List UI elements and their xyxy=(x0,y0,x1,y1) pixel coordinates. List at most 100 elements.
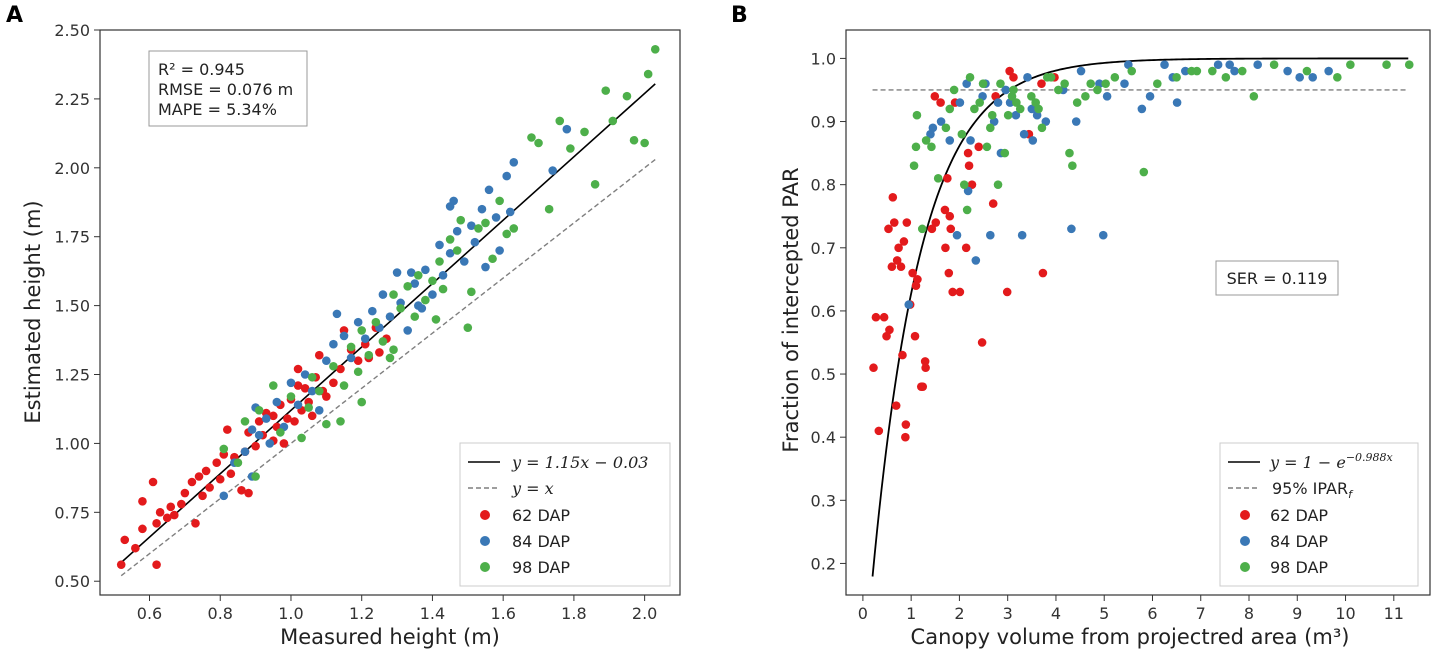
point-98dap xyxy=(336,417,345,426)
point-98dap xyxy=(502,229,512,239)
point-84dap xyxy=(1160,60,1169,70)
panel-b-x-tick-label: 11 xyxy=(1384,604,1404,623)
point-62dap xyxy=(131,543,140,553)
legend-threshold-label: 95% IPARf xyxy=(1272,479,1354,501)
point-98dap xyxy=(1153,79,1162,88)
point-98dap xyxy=(1003,110,1013,120)
panel-a-y-tick-label: 1.75 xyxy=(54,228,90,247)
point-98dap xyxy=(590,180,600,189)
point-98dap xyxy=(481,218,490,228)
point-84dap xyxy=(1324,66,1333,76)
point-62dap xyxy=(116,560,126,569)
panel-a-y-tick-label: 1.00 xyxy=(54,434,90,453)
point-84dap xyxy=(955,98,965,107)
panel-a-x-tick-label: 2.0 xyxy=(632,604,657,623)
point-84dap xyxy=(928,123,938,133)
legend-label-84dap: 84 DAP xyxy=(512,532,570,551)
point-84dap xyxy=(1041,117,1051,126)
point-84dap xyxy=(1180,66,1190,76)
point-98dap xyxy=(622,91,632,101)
point-84dap xyxy=(452,226,462,236)
point-98dap xyxy=(1065,148,1074,158)
point-84dap xyxy=(247,425,257,434)
exponential-fit-curve xyxy=(871,57,1409,577)
point-98dap xyxy=(1139,167,1149,177)
point-62dap xyxy=(884,224,893,234)
point-98dap xyxy=(389,290,398,299)
point-98dap xyxy=(927,142,936,152)
point-98dap xyxy=(608,116,618,126)
point-62dap xyxy=(138,496,147,506)
point-62dap xyxy=(908,268,917,278)
point-84dap xyxy=(421,265,430,275)
panel-b-x-tick-label: 1 xyxy=(906,604,916,623)
point-98dap xyxy=(970,104,979,114)
point-62dap xyxy=(1037,79,1046,88)
point-62dap xyxy=(918,382,928,391)
point-62dap xyxy=(307,411,317,421)
panel-b-y-tick-label: 0.8 xyxy=(811,176,836,195)
point-62dap xyxy=(201,466,211,476)
panel-b-x-tick-label: 6 xyxy=(1147,604,1157,623)
panel-b: B 0 1 2 3 4 5 6 7 8 9 10 11 0.20.30.40.50.60.70.80.… xyxy=(731,3,1431,649)
point-98dap xyxy=(1000,148,1010,158)
point-84dap xyxy=(1028,136,1038,145)
point-84dap xyxy=(445,248,455,258)
point-84dap xyxy=(1124,60,1133,70)
point-98dap xyxy=(233,458,243,468)
point-84dap xyxy=(307,386,317,396)
point-62dap xyxy=(871,312,881,322)
point-98dap xyxy=(314,386,324,396)
point-98dap xyxy=(941,123,951,133)
panel-b-label: B xyxy=(731,3,748,28)
point-98dap xyxy=(413,270,423,280)
point-62dap xyxy=(1005,66,1014,76)
point-98dap xyxy=(474,224,483,233)
panel-b-y-label: Fraction of intercepted PAR xyxy=(779,167,803,452)
point-84dap xyxy=(1120,79,1129,88)
point-62dap xyxy=(920,357,930,366)
legend-label-62dap: 62 DAP xyxy=(1270,506,1328,525)
panel-a-stat-rmse: RMSE = 0.076 m xyxy=(158,80,293,99)
point-84dap xyxy=(1283,66,1292,76)
point-98dap xyxy=(240,417,250,426)
point-98dap xyxy=(329,361,338,371)
point-98dap xyxy=(456,215,466,225)
point-62dap xyxy=(194,472,204,481)
panel-b-y-tick-label: 0.2 xyxy=(811,554,836,573)
panel-b-x-tick-label: 4 xyxy=(1051,604,1061,623)
point-84dap xyxy=(322,356,331,366)
point-98dap xyxy=(353,367,363,377)
point-62dap xyxy=(945,211,955,221)
point-62dap xyxy=(889,218,899,227)
point-62dap xyxy=(138,524,147,534)
point-84dap xyxy=(484,185,494,195)
point-98dap xyxy=(1382,60,1391,70)
point-62dap xyxy=(152,519,161,528)
point-98dap xyxy=(566,144,575,153)
identity-line xyxy=(120,158,656,577)
point-98dap xyxy=(949,85,959,95)
point-62dap xyxy=(254,417,264,426)
point-84dap xyxy=(495,246,504,255)
point-98dap xyxy=(957,129,967,139)
point-98dap xyxy=(1302,66,1312,76)
legend-marker-98dap xyxy=(1240,562,1250,572)
panel-a-y-tick-label: 0.50 xyxy=(54,572,90,591)
legend-label-62dap: 62 DAP xyxy=(512,506,570,525)
point-98dap xyxy=(601,86,611,95)
point-98dap xyxy=(1060,79,1069,88)
point-98dap xyxy=(1068,161,1077,171)
point-98dap xyxy=(467,287,476,297)
panel-a-x-axis: 0.6 0.8 1.0 1.2 1.4 1.6 1.8 2.0 xyxy=(137,595,657,623)
panel-b-x-tick-label: 8 xyxy=(1244,604,1254,623)
panel-a-x-tick-label: 1.2 xyxy=(349,604,374,623)
point-84dap xyxy=(332,309,342,319)
panel-a-x-label: Measured height (m) xyxy=(280,625,500,649)
point-98dap xyxy=(428,276,437,286)
point-98dap xyxy=(580,127,589,137)
point-62dap xyxy=(977,338,987,347)
point-84dap xyxy=(360,334,370,343)
point-98dap xyxy=(945,104,955,114)
point-84dap xyxy=(1137,104,1147,114)
